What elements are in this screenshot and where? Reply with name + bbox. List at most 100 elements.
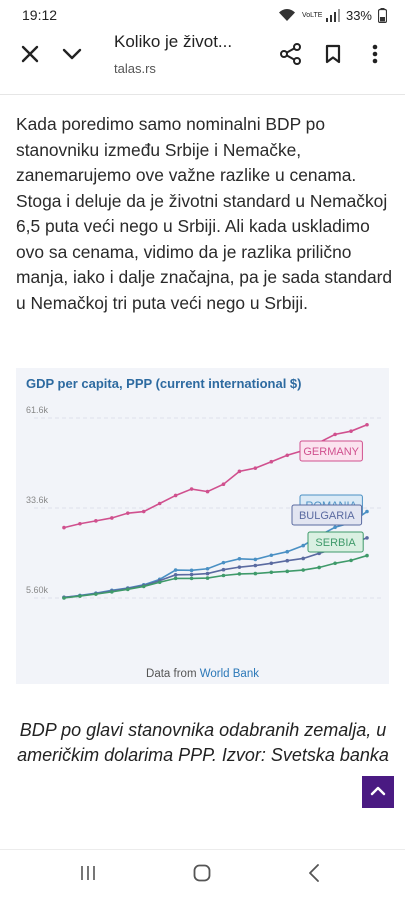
data-point [141, 584, 146, 589]
series-label-germany: GERMANY [303, 446, 359, 458]
bookmark-icon [325, 44, 341, 69]
world-bank-link[interactable]: World Bank [199, 668, 259, 680]
data-point [365, 509, 369, 514]
wifi-icon [278, 8, 296, 22]
data-point [78, 594, 82, 598]
data-point [205, 571, 210, 576]
data-point [173, 573, 178, 577]
data-point [125, 511, 130, 515]
page-title: Koliko je život... [114, 32, 233, 51]
status-icons: VoLTE 33% [278, 7, 387, 23]
data-point [269, 553, 274, 558]
data-point [253, 557, 258, 562]
data-point [221, 567, 226, 572]
network-label: VoLTE [301, 11, 323, 19]
close-icon [21, 45, 39, 68]
status-time: 19:12 [22, 7, 58, 23]
data-point [205, 566, 210, 571]
data-point [221, 573, 226, 578]
chart-plot: 61.6k33.6k5.60kGERMANYROMANIABULGARIASER… [26, 405, 381, 600]
data-point [189, 487, 194, 491]
data-point [189, 568, 194, 573]
recents-button[interactable] [73, 862, 103, 888]
data-point [285, 453, 290, 458]
battery-icon [378, 7, 387, 23]
browser-toolbar: Koliko je život... talas.rs [0, 30, 405, 86]
data-point [125, 587, 130, 592]
data-point [94, 519, 98, 523]
home-icon [193, 864, 211, 887]
series-line-bulgaria [63, 537, 368, 599]
system-nav-bar [0, 850, 405, 900]
article-paragraph: Kada poredimo samo nominalni BDP po stan… [16, 114, 393, 313]
data-point [173, 576, 178, 581]
recents-icon [80, 865, 96, 886]
data-point [173, 568, 178, 572]
expand-button[interactable] [56, 40, 88, 72]
data-point [157, 580, 162, 585]
more-vert-icon [372, 44, 378, 69]
data-point [253, 571, 258, 576]
data-point [269, 459, 274, 464]
data-point [285, 549, 290, 554]
data-point [365, 422, 369, 427]
series-label-box [299, 440, 363, 462]
status-bar: 19:12 VoLTE 33% [0, 0, 405, 30]
data-point [237, 565, 242, 569]
scroll-top-button[interactable] [362, 776, 394, 808]
data-point [285, 558, 290, 563]
data-point [173, 493, 178, 498]
data-point [349, 429, 353, 433]
series-label-box [291, 504, 363, 526]
y-tick-label: 61.6k [26, 405, 49, 415]
back-button[interactable] [299, 862, 329, 888]
data-point [269, 561, 274, 566]
data-point [349, 558, 353, 563]
share-button[interactable] [275, 40, 307, 72]
data-point [237, 469, 242, 474]
data-point [157, 501, 162, 506]
data-point [205, 489, 210, 494]
data-point [62, 596, 66, 600]
signal-icon [325, 8, 340, 22]
battery-label: 33% [345, 7, 372, 23]
page-info[interactable]: Koliko je život... talas.rs [114, 32, 274, 76]
page-url: talas.rs [114, 61, 156, 76]
bookmark-button[interactable] [317, 40, 349, 72]
home-button[interactable] [187, 862, 217, 888]
y-tick-label: 33.6k [26, 495, 49, 505]
data-point [333, 561, 337, 566]
data-point [205, 576, 210, 580]
series-label-bulgaria: BULGARIA [299, 510, 355, 522]
series-label-box [307, 531, 364, 553]
chart-source: Data from World Bank [16, 668, 389, 680]
data-point [365, 536, 369, 540]
data-point [365, 553, 369, 558]
data-point [301, 568, 306, 572]
back-icon [308, 863, 320, 887]
data-point [301, 543, 306, 548]
data-point [62, 525, 66, 530]
data-point [237, 556, 242, 561]
data-point [333, 432, 337, 437]
nav-divider [0, 849, 405, 850]
data-point [253, 563, 258, 568]
data-point [189, 572, 194, 577]
toolbar-divider [0, 94, 405, 95]
data-point [110, 516, 114, 520]
close-button[interactable] [14, 40, 46, 72]
data-point [285, 569, 290, 574]
data-point [78, 521, 82, 526]
data-point [269, 570, 274, 575]
more-button[interactable] [359, 40, 391, 72]
chevron-up-icon [370, 783, 386, 801]
data-point [221, 482, 226, 487]
chart-source-prefix: Data from [146, 668, 197, 680]
series-label-serbia: SERBIA [315, 537, 356, 549]
gdp-chart: 61.6k33.6k5.60kGERMANYROMANIABULGARIASER… [16, 368, 389, 684]
data-point [94, 592, 98, 596]
data-point [237, 572, 242, 576]
data-point [317, 565, 321, 570]
data-point [141, 509, 146, 514]
data-point [110, 590, 114, 594]
